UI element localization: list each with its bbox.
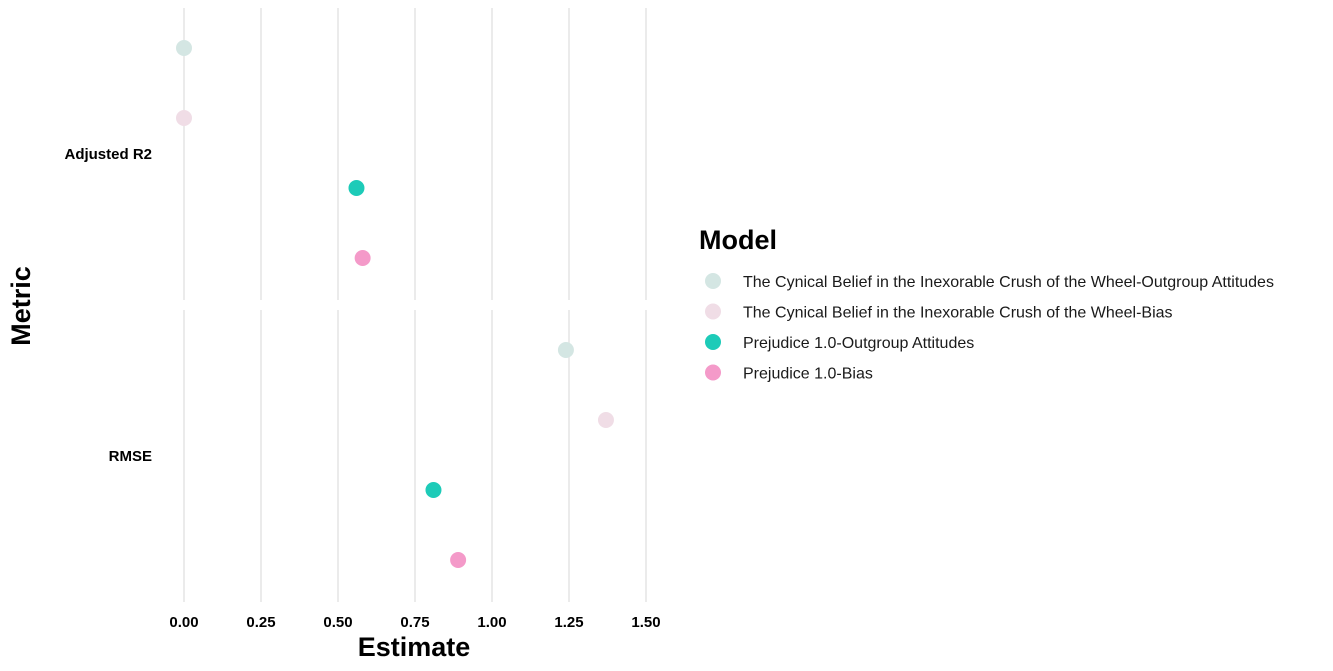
panel-labels: Adjusted R2 RMSE bbox=[64, 146, 152, 465]
data-point bbox=[557, 342, 574, 358]
legend-key bbox=[705, 303, 721, 320]
x-tick-label: 0.25 bbox=[246, 614, 275, 631]
data-point bbox=[425, 482, 442, 498]
panel-label: Adjusted R2 bbox=[64, 146, 152, 163]
legend-label: Prejudice 1.0-Bias bbox=[743, 366, 873, 383]
x-tick-label: 0.50 bbox=[323, 614, 352, 631]
legend-title: Model bbox=[699, 225, 777, 255]
x-tick-label: 0.75 bbox=[400, 614, 429, 631]
points-layer bbox=[176, 40, 614, 568]
data-point bbox=[354, 250, 371, 266]
data-point bbox=[450, 552, 467, 568]
x-tick-label: 1.50 bbox=[631, 614, 660, 631]
legend-key bbox=[705, 364, 721, 381]
legend-items: The Cynical Belief in the Inexorable Cru… bbox=[705, 273, 1274, 383]
panel-label: RMSE bbox=[109, 448, 152, 465]
legend-label: Prejudice 1.0-Outgroup Attitudes bbox=[743, 335, 974, 352]
x-tick-label: 1.25 bbox=[554, 614, 583, 631]
legend: Model The Cynical Belief in the Inexorab… bbox=[699, 225, 1274, 383]
x-tick-label: 0.00 bbox=[169, 614, 198, 631]
grid-layer bbox=[183, 8, 647, 602]
legend-label: The Cynical Belief in the Inexorable Cru… bbox=[743, 274, 1274, 291]
data-point bbox=[597, 412, 614, 428]
legend-key bbox=[705, 273, 721, 289]
legend-key bbox=[705, 334, 721, 350]
x-ticks: 0.00 0.25 0.50 0.75 1.00 1.25 1.50 bbox=[169, 614, 660, 631]
x-axis-title: Estimate bbox=[358, 632, 471, 662]
legend-label: The Cynical Belief in the Inexorable Cru… bbox=[743, 305, 1173, 322]
data-point bbox=[176, 40, 192, 56]
data-point bbox=[176, 110, 192, 126]
x-tick-label: 1.00 bbox=[477, 614, 506, 631]
y-axis-title: Metric bbox=[6, 266, 36, 346]
data-point bbox=[348, 180, 365, 196]
